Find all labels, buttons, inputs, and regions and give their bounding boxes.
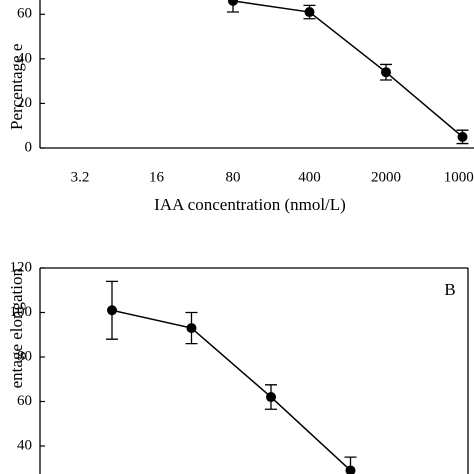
x-tick-label: 10000: [444, 169, 474, 185]
panel-label: B: [444, 280, 455, 299]
y-tick-label: 80: [17, 348, 32, 364]
data-line: [111, 309, 352, 471]
y-tick-label: 60: [17, 6, 32, 22]
x-tick-label: 400: [298, 169, 321, 185]
data-point: [381, 67, 391, 78]
data-point: [457, 131, 468, 142]
data-point: [186, 323, 197, 334]
y-tick-label: 100: [10, 304, 33, 320]
x-tick-label: 2000: [371, 169, 401, 185]
data-line: [232, 0, 463, 138]
data-point: [345, 465, 356, 474]
y-tick-label: 60: [17, 393, 32, 409]
data-point: [266, 392, 276, 403]
y-tick-label: 0: [25, 139, 33, 155]
data-point: [228, 0, 238, 6]
data-point: [107, 305, 117, 316]
y-tick-label: 20: [17, 95, 32, 111]
y-axis-label: entage elongation: [7, 268, 26, 389]
y-axis-label: Percentage e: [7, 44, 26, 130]
y-tick-label: 40: [17, 437, 32, 453]
x-tick-label: 16: [149, 169, 165, 185]
y-tick-label: 120: [10, 259, 33, 275]
y-tick-label: 40: [17, 50, 32, 66]
data-point: [304, 7, 315, 18]
x-tick-label: 3.2: [71, 169, 90, 185]
x-tick-label: 80: [226, 169, 241, 185]
x-axis-label: IAA concentration (nmol/L): [154, 195, 346, 214]
